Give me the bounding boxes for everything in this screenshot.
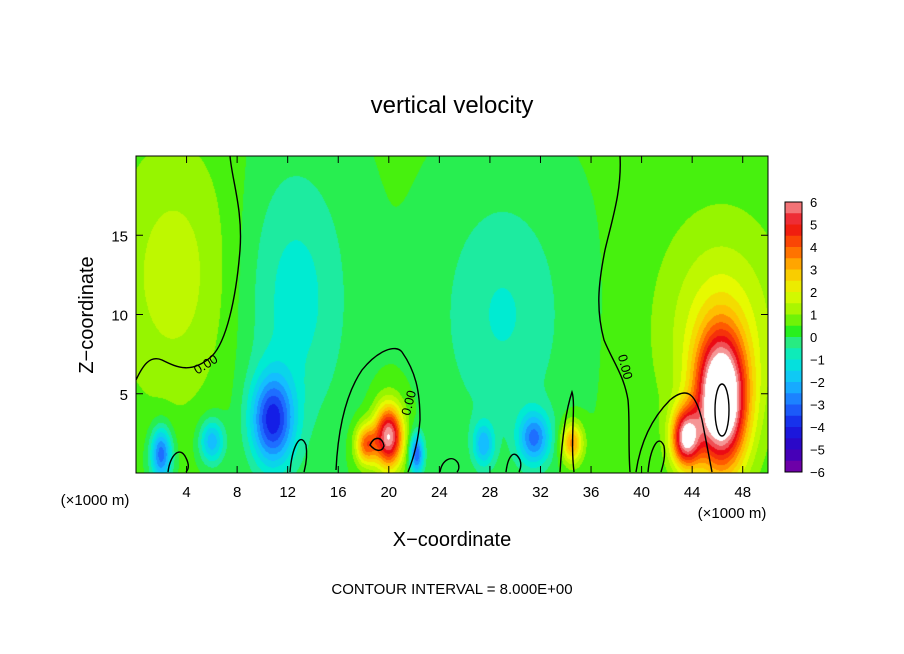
heatmap-field [136,156,768,473]
colorbar-band [785,359,802,372]
x-tick-label: 24 [431,484,448,501]
x-tick-label: 20 [380,484,397,501]
colorbar-band [785,460,802,473]
colorbar-tick-label: 0 [810,330,817,345]
y-tick-label: 5 [120,387,128,404]
colorbar-tick-label: 3 [810,263,817,278]
contour-small-5 [439,458,460,473]
colorbar [784,201,803,473]
contour-right-boundary [598,155,631,473]
colorbar-tick-label: 4 [810,240,817,255]
colorbar-band [785,202,802,214]
colorbar-band [785,382,802,394]
x-tick-label: 12 [279,484,296,501]
chart-title: vertical velocity [371,92,534,119]
colorbar-band [785,213,802,225]
colorbar-band [785,235,802,248]
contour-interval-note: CONTOUR INTERVAL = 8.000E+00 [331,581,572,598]
colorbar-tick-label: 2 [810,285,817,300]
colorbar-tick-label: 6 [810,195,817,210]
colorbar-band [785,337,802,349]
colorbar-band [785,404,802,417]
contour-small-3 [505,453,522,473]
colorbar-band [785,269,802,282]
x-tick-label: 48 [734,484,751,501]
x-tick-label: 8 [233,484,241,501]
contour-left-boundary [135,155,242,381]
zero-contour-lines [135,155,730,473]
colorbar-tick-label: −5 [810,443,825,458]
colorbar-tick-label: −1 [810,353,825,368]
colorbar-band [785,449,802,462]
y-axis-label: Z−coordinate [76,256,98,373]
contour-small-1 [167,451,189,473]
x-tick-label: 32 [532,484,549,501]
x-axis: 4 8 12 16 20 24 28 32 36 40 44 48 [182,156,751,501]
contour-label-right: 0.00 [615,353,636,381]
colorbar-band [785,280,802,293]
colorbar-tick-label: −2 [810,375,825,390]
colorbar-frame [784,201,803,473]
colorbar-band [785,325,802,338]
y-tick-label: 10 [111,308,128,325]
x-tick-label: 44 [684,484,701,501]
contour-label-center: 0.00 [398,389,419,417]
contour-small-4 [559,389,575,473]
colorbar-tick-label: −6 [810,465,825,480]
contour-dome-central [335,347,421,473]
x-tick-label: 28 [482,484,499,501]
y-tick-label: 15 [111,228,128,245]
colorbar-band [785,314,802,327]
colorbar-tick-label: −3 [810,398,825,413]
contour-updraft-core [714,383,730,437]
colorbar-tick-label: 1 [810,308,817,323]
colorbar-band [785,427,802,439]
colorbar-band [785,258,802,270]
colorbar-tick-label: 5 [810,218,817,233]
colorbar-band [785,303,802,315]
x-tick-label: 16 [330,484,347,501]
x-tick-label: 36 [583,484,600,501]
x-tick-label: 4 [182,484,190,501]
colorbar-band [785,370,802,383]
colorbar-band [785,292,802,304]
colorbar-band [785,348,802,360]
colorbar-tick-label: −4 [810,420,825,435]
contour-small-6 [647,440,666,473]
colorbar-band [785,415,802,428]
colorbar-band [785,438,802,450]
x-unit-right: (×1000 m) [698,505,767,522]
contour-east-loop [635,392,713,473]
contour-small-2 [289,438,308,473]
x-tick-label: 40 [633,484,650,501]
colorbar-band [785,393,802,405]
colorbar-band [785,247,802,259]
colorbar-tick-labels: 6 5 4 3 2 1 0 −1 −2 −3 −4 −5 −6 [810,195,825,480]
y-axis: 5 10 15 [111,228,768,404]
x-axis-label: X−coordinate [393,529,511,551]
x-unit-left: (×1000 m) [61,492,130,509]
colorbar-band [785,224,802,237]
contour-small-7 [369,437,385,452]
